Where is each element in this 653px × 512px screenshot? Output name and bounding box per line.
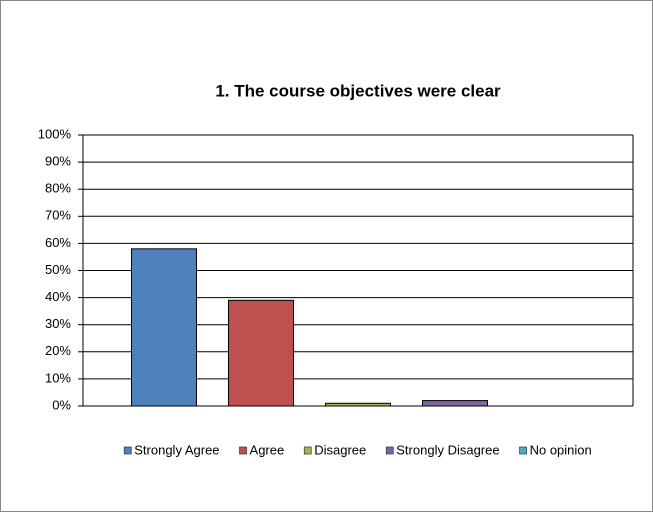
legend-swatch (303, 446, 312, 455)
legend-swatch (519, 446, 527, 455)
y-tick-label: 30% (45, 316, 71, 331)
legend-label: No opinion (530, 442, 592, 457)
y-tick-label: 70% (45, 208, 71, 223)
legend-swatch (123, 446, 132, 455)
legend-swatch (239, 446, 247, 455)
y-tick-label: 80% (45, 181, 71, 196)
y-tick-label: 20% (45, 343, 71, 358)
y-tick-label: 100% (38, 126, 72, 141)
bar (228, 299, 294, 407)
y-tick-label: 40% (45, 289, 71, 304)
legend-label: Agree (250, 442, 285, 457)
bar (325, 402, 391, 407)
chart-title: 1. The course objectives were clear (215, 81, 501, 100)
y-tick-label: 50% (45, 262, 71, 277)
legend-swatch (385, 446, 394, 455)
y-tick-label: 0% (52, 397, 71, 412)
y-tick-label: 10% (45, 370, 71, 385)
legend-label: Strongly Disagree (396, 442, 499, 457)
y-tick-label: 90% (45, 154, 71, 169)
legend-label: Strongly Agree (134, 442, 219, 457)
bar (422, 400, 488, 407)
y-tick-label: 60% (45, 235, 71, 250)
bar (131, 248, 197, 407)
legend-label: Disagree (314, 442, 366, 457)
